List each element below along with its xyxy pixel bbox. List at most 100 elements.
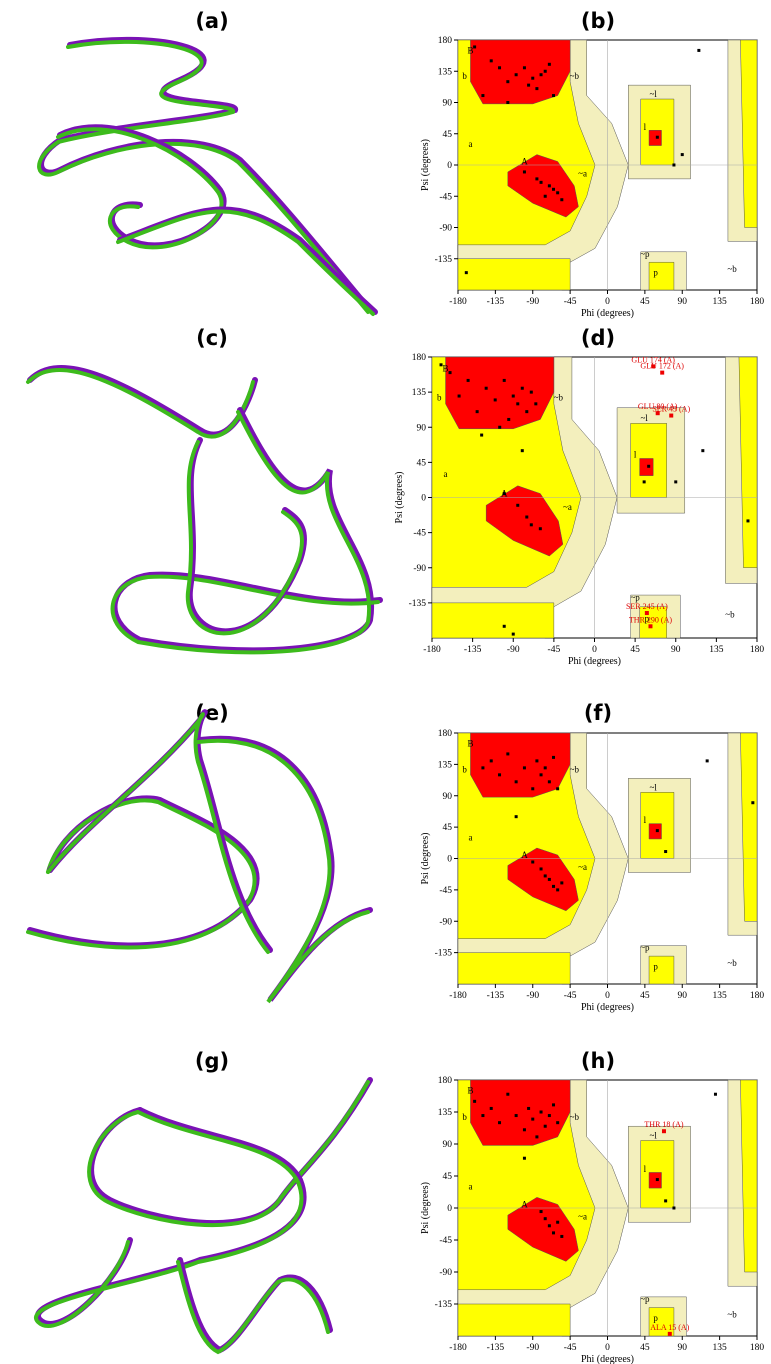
- residue-point: [701, 449, 705, 453]
- y-axis-label: Psi (degrees): [420, 139, 431, 191]
- residue-point: [525, 515, 529, 519]
- x-tick-label: -90: [526, 1343, 539, 1353]
- residue-point: [489, 1106, 493, 1110]
- y-tick-label: -90: [439, 224, 452, 234]
- residue-point: [511, 632, 515, 636]
- residue-point: [655, 135, 659, 139]
- ribbon-green: [196, 738, 370, 1004]
- y-tick-label: 135: [438, 67, 453, 77]
- x-tick-label: 0: [605, 991, 610, 1001]
- y-axis-label: Psi (degrees): [420, 1182, 431, 1234]
- residue-point: [539, 773, 543, 777]
- x-tick-label: -90: [526, 297, 539, 307]
- residue-point: [473, 1099, 477, 1103]
- residue-point: [539, 1210, 543, 1214]
- y-tick-label: 0: [447, 855, 452, 865]
- residue-point: [480, 433, 484, 437]
- region-label: ~b: [725, 610, 735, 620]
- core-region: [445, 356, 555, 430]
- residue-point: [481, 94, 485, 98]
- region-label: p: [645, 613, 650, 623]
- residue-point: [522, 66, 526, 70]
- residue-point: [531, 1117, 535, 1121]
- x-tick-label: 90: [678, 297, 688, 307]
- residue-point: [506, 752, 510, 756]
- x-tick-label: 0: [592, 645, 597, 655]
- y-tick-label: 180: [438, 729, 453, 739]
- residue-point: [552, 884, 556, 888]
- residue-point: [502, 624, 506, 628]
- y-axis-label: Psi (degrees): [420, 833, 431, 885]
- residue-point: [535, 177, 539, 181]
- region-label: b: [462, 71, 467, 81]
- y-tick-label: -90: [439, 1268, 452, 1278]
- region-label: ~p: [630, 592, 640, 602]
- core-region: [507, 847, 579, 912]
- region-label: ~p: [640, 1294, 650, 1304]
- outlier-label: SER 43 (A): [652, 405, 690, 414]
- residue-point: [543, 194, 547, 198]
- residue-point: [538, 527, 542, 531]
- residue-point: [552, 187, 556, 191]
- outlier-point: [667, 1331, 672, 1336]
- y-tick-label: 45: [417, 458, 427, 468]
- x-tick-label: 180: [750, 1343, 765, 1353]
- y-tick-label: 90: [443, 1140, 453, 1150]
- core-region: [470, 732, 571, 798]
- region-label: a: [444, 469, 448, 479]
- residue-point: [539, 73, 543, 77]
- x-tick-label: -45: [548, 645, 561, 655]
- residue-point: [481, 1114, 485, 1118]
- residue-point: [481, 766, 485, 770]
- core-region: [639, 458, 654, 476]
- region-label: ~b: [570, 71, 580, 81]
- outlier-point: [655, 411, 660, 416]
- y-tick-label: 90: [443, 99, 453, 109]
- residue-point: [502, 492, 506, 496]
- residue-point: [534, 402, 538, 406]
- ribbon-purple: [88, 1077, 373, 1227]
- ribbon-purple: [186, 437, 307, 635]
- residue-point: [522, 1156, 526, 1160]
- residue-point: [531, 76, 535, 80]
- x-axis-label: Phi (degrees): [581, 1354, 634, 1364]
- residue-point: [560, 881, 564, 885]
- x-tick-label: 135: [713, 1343, 728, 1353]
- region-label: p: [653, 962, 658, 972]
- residue-point: [529, 390, 533, 394]
- residue-point: [448, 371, 452, 375]
- residue-point: [531, 860, 535, 864]
- y-tick-label: 0: [421, 494, 426, 504]
- region-label: p: [653, 1313, 658, 1323]
- residue-point: [525, 410, 529, 414]
- residue-point: [464, 271, 468, 275]
- outlier-label: ALA 15 (A): [650, 1323, 689, 1332]
- x-tick-label: -135: [487, 991, 505, 1001]
- residue-point: [527, 1106, 531, 1110]
- core-region: [485, 485, 564, 557]
- y-tick-label: 90: [443, 792, 453, 802]
- residue-point: [547, 1114, 551, 1118]
- region-label: A: [521, 157, 528, 167]
- y-tick-label: 0: [447, 1204, 452, 1214]
- x-tick-label: 135: [713, 297, 728, 307]
- x-axis-label: Phi (degrees): [581, 308, 634, 319]
- outlier-label: GLU 174 (A): [631, 355, 675, 364]
- residue-point: [522, 1128, 526, 1132]
- y-tick-label: 180: [438, 36, 453, 46]
- residue-point: [506, 80, 510, 84]
- residue-point: [473, 45, 477, 49]
- region-label: ~a: [578, 168, 587, 178]
- panel-label: (f): [584, 701, 612, 725]
- core-region: [507, 154, 579, 218]
- residue-point: [664, 850, 668, 854]
- y-tick-label: 135: [412, 388, 427, 398]
- residue-point: [655, 829, 659, 833]
- residue-point: [674, 480, 678, 484]
- region-label: ~b: [727, 264, 737, 274]
- residue-point: [672, 163, 676, 167]
- y-tick-label: 180: [412, 353, 427, 363]
- x-tick-label: -45: [564, 991, 577, 1001]
- residue-point: [535, 759, 539, 763]
